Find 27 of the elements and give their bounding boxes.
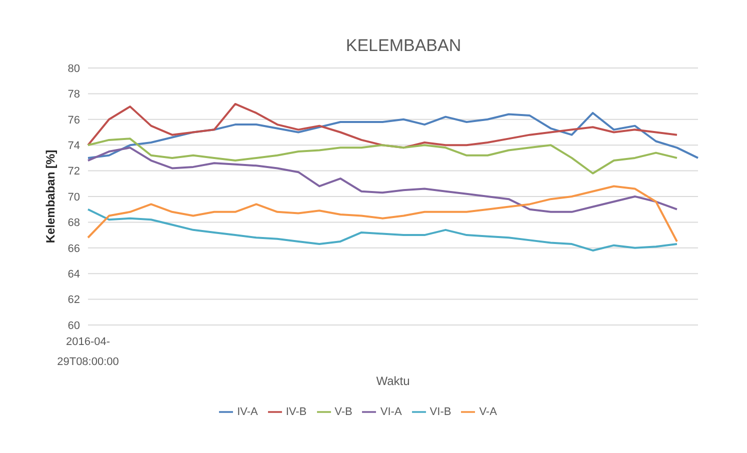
y-tick-label: 66	[68, 242, 80, 255]
line-series	[87, 208, 678, 252]
line-series	[87, 146, 678, 213]
legend-label: V-A	[479, 406, 497, 418]
line-series	[87, 112, 699, 159]
x-axis-title: Waktu	[376, 374, 410, 388]
y-tick-label: 60	[68, 320, 80, 332]
y-tick-label: 64	[68, 268, 80, 281]
y-tick-label: 80	[68, 62, 80, 75]
x-tick-label: 2016-04-29T08:00:00	[57, 336, 119, 368]
line-series	[87, 102, 678, 149]
line-series	[87, 185, 678, 242]
legend-label: V-B	[334, 406, 352, 418]
y-tick-label: 76	[68, 114, 80, 126]
y-tick-label: 70	[68, 191, 80, 204]
legend-label: IV-A	[237, 406, 258, 418]
y-tick-label: 72	[68, 166, 80, 178]
y-tick-label: 68	[68, 217, 80, 230]
line-series	[87, 138, 678, 174]
chart-title: KELEMBABAN	[344, 35, 462, 57]
y-axis-title: Kelembaban [%]	[43, 150, 58, 244]
y-tick-label: 62	[68, 294, 80, 306]
legend-label: VI-A	[380, 406, 402, 418]
y-tick-label: 78	[68, 88, 80, 101]
legend-label: IV-B	[286, 406, 307, 418]
y-tick-label: 74	[68, 140, 80, 152]
legend-label: VI-B	[430, 406, 452, 418]
